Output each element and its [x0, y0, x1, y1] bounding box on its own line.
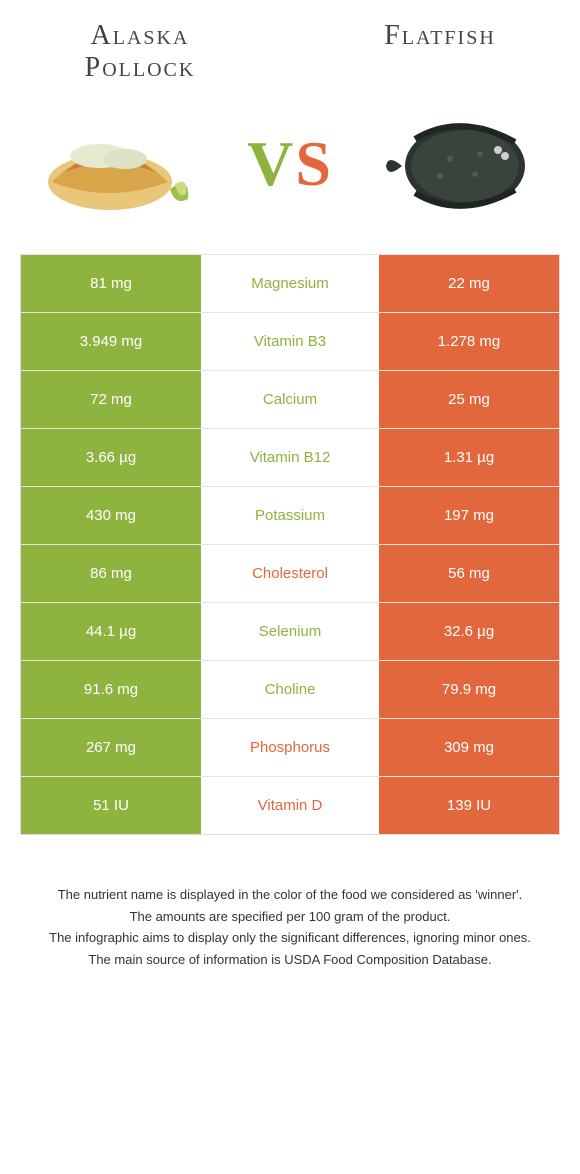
nutrient-value-right: 1.278 mg [379, 313, 559, 370]
nutrient-value-right: 25 mg [379, 371, 559, 428]
nutrient-row: 430 mgPotassium197 mg [21, 486, 559, 544]
nutrient-value-right: 197 mg [379, 487, 559, 544]
image-row: VS [20, 94, 560, 254]
nutrient-row: 3.66 µgVitamin B121.31 µg [21, 428, 559, 486]
nutrient-value-left: 81 mg [21, 255, 201, 312]
nutrient-name: Potassium [201, 487, 379, 544]
flatfish-icon [380, 104, 540, 224]
taco-icon [40, 104, 200, 224]
nutrient-name: Choline [201, 661, 379, 718]
footnote-line: The nutrient name is displayed in the co… [40, 885, 540, 905]
nutrient-value-left: 3.949 mg [21, 313, 201, 370]
nutrient-value-left: 430 mg [21, 487, 201, 544]
vs-badge: VS [247, 127, 333, 201]
nutrient-row: 72 mgCalcium25 mg [21, 370, 559, 428]
nutrient-value-left: 86 mg [21, 545, 201, 602]
footnote-line: The infographic aims to display only the… [40, 928, 540, 948]
nutrient-row: 86 mgCholesterol56 mg [21, 544, 559, 602]
nutrient-value-left: 51 IU [21, 777, 201, 834]
nutrient-row: 81 mgMagnesium22 mg [21, 254, 559, 312]
nutrient-value-left: 44.1 µg [21, 603, 201, 660]
nutrient-value-right: 32.6 µg [379, 603, 559, 660]
nutrient-value-left: 267 mg [21, 719, 201, 776]
nutrient-name: Magnesium [201, 255, 379, 312]
nutrient-name: Calcium [201, 371, 379, 428]
nutrient-value-left: 72 mg [21, 371, 201, 428]
nutrient-row: 51 IUVitamin D139 IU [21, 776, 559, 834]
nutrient-value-right: 22 mg [379, 255, 559, 312]
nutrient-name: Vitamin B12 [201, 429, 379, 486]
footnote-line: The main source of information is USDA F… [40, 950, 540, 970]
nutrient-name: Selenium [201, 603, 379, 660]
nutrient-value-left: 91.6 mg [21, 661, 201, 718]
nutrient-value-right: 309 mg [379, 719, 559, 776]
food-title-left: Alaska Pollock [50, 20, 230, 84]
nutrient-value-right: 79.9 mg [379, 661, 559, 718]
header-row: Alaska Pollock Flatfish [20, 20, 560, 94]
nutrient-value-right: 1.31 µg [379, 429, 559, 486]
food-image-right [380, 104, 540, 224]
nutrient-name: Vitamin B3 [201, 313, 379, 370]
nutrient-table: 81 mgMagnesium22 mg3.949 mgVitamin B31.2… [20, 254, 560, 835]
nutrient-value-left: 3.66 µg [21, 429, 201, 486]
comparison-infographic: Alaska Pollock Flatfish VS [0, 0, 580, 1011]
nutrient-value-right: 56 mg [379, 545, 559, 602]
nutrient-value-right: 139 IU [379, 777, 559, 834]
vs-letter-s: S [295, 128, 333, 199]
food-image-left [40, 104, 200, 224]
nutrient-name: Vitamin D [201, 777, 379, 834]
nutrient-row: 44.1 µgSelenium32.6 µg [21, 602, 559, 660]
nutrient-row: 267 mgPhosphorus309 mg [21, 718, 559, 776]
nutrient-row: 91.6 mgCholine79.9 mg [21, 660, 559, 718]
footnotes: The nutrient name is displayed in the co… [20, 835, 560, 981]
nutrient-name: Phosphorus [201, 719, 379, 776]
food-title-right: Flatfish [350, 20, 530, 52]
footnote-line: The amounts are specified per 100 gram o… [40, 907, 540, 927]
vs-letter-v: V [247, 128, 295, 199]
nutrient-name: Cholesterol [201, 545, 379, 602]
nutrient-row: 3.949 mgVitamin B31.278 mg [21, 312, 559, 370]
